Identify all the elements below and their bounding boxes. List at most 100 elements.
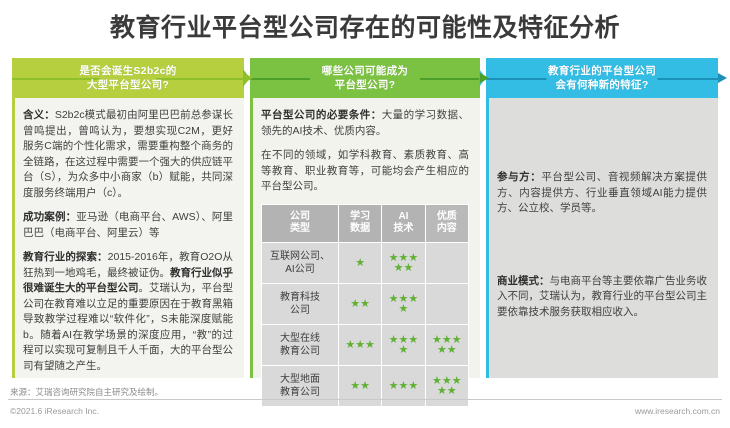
cell-ai-tech: ★★★ ★ [381, 323, 426, 366]
star-rating-ai-tech: ★★★ ★★ [388, 251, 419, 274]
table-col-company-type: 公司 类型 [261, 203, 339, 243]
table-col-ai-tech: AI 技术 [381, 203, 426, 243]
cell-quality-content [424, 241, 470, 284]
header-arrow-tip-1 [244, 73, 253, 83]
cell-learning-data: ★★ [337, 282, 383, 325]
education-exploration-text-2: 。艾瑞认为，平台型公司在教育难以立足的重要原因在于教育黑箱导致教学过程难以“软件… [23, 282, 233, 372]
th-ai-line2: 技术 [393, 223, 414, 234]
definition-paragraph: 含义：S2b2c模式最初由阿里巴巴前总参谋长曾鸣提出，曾鸣认为，要想实现C2M，… [23, 108, 233, 201]
company-capability-table: 公司 类型 学习 数据 AI 技术 [261, 203, 470, 407]
participants-paragraph: 参与方：平台型公司、音视频解决方案提供方、内容提供方、行业垂直领域AI能力提供方… [497, 170, 707, 217]
website-url: www.iresearch.com.cn [634, 406, 720, 416]
th-ai-line1: AI [398, 210, 409, 222]
table-row: 互联网公司、 AI公司 ★ ★★★ ★★ [261, 241, 470, 284]
table-row: 大型在线 教育公司 ★★★ ★★★ ★ ★★★ ★★ [261, 323, 470, 366]
th-learning-line1: 学习 [350, 210, 371, 222]
column-3-accent-bar [486, 98, 489, 378]
star-rating-ai-tech: ★★★ [388, 379, 419, 392]
column-2-header: 哪些公司可能成为 平台型公司? [243, 58, 489, 98]
table-head: 公司 类型 学习 数据 AI 技术 [261, 203, 470, 243]
th-learning-line2: 数据 [350, 223, 371, 234]
page-title: 教育行业平台型公司存在的可能性及特征分析 [109, 14, 620, 42]
column-2: 哪些公司可能成为 平台型公司? 平台型公司的必要条件：大量的学习数据、领先的AI… [243, 58, 489, 407]
table-body: 互联网公司、 AI公司 ★ ★★★ ★★ 教育科技 公司 ★★ ★★★ ★ 大型在线 教育公司 ★★★ ★… [261, 241, 470, 407]
th-quality-line1: 优质 [436, 210, 457, 222]
table-row: 教育科技 公司 ★★ ★★★ ★ [261, 282, 470, 325]
column-1-body: 含义：S2b2c模式最初由阿里巴巴前总参谋长曾鸣提出，曾鸣认为，要想实现C2M，… [12, 98, 244, 378]
th-company-line1: 公司 [289, 210, 310, 222]
requirements-text: 大量的学习数据、领先的AI技术、优质内容。 [261, 109, 470, 137]
table-col-quality-content: 优质 内容 [424, 203, 470, 243]
education-exploration-text: 2015-2016年，教育O2O从狂热到一地鸡毛，最终被证伪。 [23, 251, 234, 279]
business-model-paragraph: 商业模式：与电商平台等主要依靠广告业务收入不同，艾瑞认为，教育行业的平台型公司主… [497, 274, 707, 321]
table-header-row: 公司 类型 学习 数据 AI 技术 [261, 203, 470, 243]
cell-learning-data: ★★★ [337, 323, 383, 366]
column-1-header-line1: 是否会诞生S2b2c的 [79, 65, 177, 77]
column-1-accent-bar [12, 98, 15, 378]
definition-text: S2b2c模式最初由阿里巴巴前总参谋长曾鸣提出，曾鸣认为，要想实现C2M，更好服… [23, 109, 233, 199]
column-3-header-line1: 教育行业的平台型公司 [548, 65, 656, 77]
star-rating-learning-data: ★★ [350, 297, 370, 310]
column-2-header-text: 哪些公司可能成为 平台型公司? [322, 64, 408, 92]
th-company-line2: 类型 [289, 223, 310, 234]
domains-text: 在不同的领域，如学科教育、素质教育、高等教育、职业教育等，可能均会产生相应的平台… [261, 149, 469, 192]
column-2-body: 平台型公司的必要条件：大量的学习数据、领先的AI技术、优质内容。 在不同的领域，… [250, 98, 480, 407]
star-rating-quality-content: ★★★ ★★ [432, 374, 462, 397]
cell-ai-tech: ★★★ ★ [381, 282, 426, 325]
participants-label: 参与方： [497, 171, 542, 183]
column-1-header-line2: 大型平台型公司? [86, 79, 170, 91]
table-col-learning-data: 学习 数据 [337, 203, 383, 243]
cell-ai-tech: ★★★ ★★ [381, 241, 426, 284]
footer-divider [8, 399, 722, 400]
cell-quality-content [424, 282, 470, 325]
cell-company-type: 互联网公司、 AI公司 [261, 241, 339, 284]
cell-quality-content: ★★★ ★★ [424, 323, 470, 366]
column-3-header: 教育行业的平台型公司 会有何种新的特征? [479, 58, 727, 98]
education-exploration-label: 教育行业的探索： [23, 251, 108, 263]
column-1: 是否会诞生S2b2c的 大型平台型公司? 含义：S2b2c模式最初由阿里巴巴前总… [12, 58, 253, 378]
header-connector-line-2 [250, 78, 480, 80]
column-2-accent-bar [250, 98, 253, 378]
header-arrow-tip-2 [480, 73, 489, 83]
star-rating-learning-data: ★★★ [345, 338, 375, 351]
star-rating-quality-content: ★★★ ★★ [432, 333, 462, 356]
success-case-label: 成功案例： [23, 211, 77, 223]
column-3-top-spacer [497, 108, 707, 170]
star-rating-ai-tech: ★★★ ★ [388, 333, 419, 356]
star-rating-learning-data: ★ [355, 256, 366, 269]
requirements-label: 平台型公司的必要条件： [261, 109, 382, 121]
cell-learning-data: ★ [337, 241, 383, 284]
education-exploration-emphasis: 教育行业似乎很难诞生大的平台型公司 [23, 266, 233, 295]
column-1-header: 是否会诞生S2b2c的 大型平台型公司? [12, 58, 253, 98]
columns-container: 是否会诞生S2b2c的 大型平台型公司? 含义：S2b2c模式最初由阿里巴巴前总… [12, 58, 727, 407]
column-1-header-text: 是否会诞生S2b2c的 大型平台型公司? [79, 64, 176, 92]
copyright-note: ©2021.6 iResearch Inc. [10, 406, 99, 416]
domains-paragraph: 在不同的领域，如学科教育、素质教育、高等教育、职业教育等，可能均会产生相应的平台… [261, 148, 469, 195]
header-connector-line-1 [12, 78, 244, 80]
column-3: 教育行业的平台型公司 会有何种新的特征? 参与方：平台型公司、音视频解决方案提供… [479, 58, 727, 378]
participants-text: 平台型公司、音视频解决方案提供方、内容提供方、行业垂直领域AI能力提供方、公立校… [497, 171, 708, 214]
column-3-mid-spacer [497, 226, 707, 274]
header-arrow-tip-3 [718, 73, 727, 83]
definition-label: 含义： [23, 109, 55, 121]
business-model-text: 与电商平台等主要依靠广告业务收入不同，艾瑞认为，教育行业的平台型公司主要依靠技术… [497, 274, 707, 318]
column-3-header-text: 教育行业的平台型公司 会有何种新的特征? [548, 64, 656, 92]
source-note: 来源：艾瑞咨询研究院自主研究及绘制。 [10, 387, 164, 397]
column-3-body: 参与方：平台型公司、音视频解决方案提供方、内容提供方、行业垂直领域AI能力提供方… [486, 98, 718, 378]
th-quality-line2: 内容 [436, 223, 457, 234]
header-connector-line-3 [486, 78, 718, 80]
star-rating-learning-data: ★★ [350, 379, 370, 392]
requirements-paragraph: 平台型公司的必要条件：大量的学习数据、领先的AI技术、优质内容。 [261, 108, 469, 139]
cell-company-type: 教育科技 公司 [261, 282, 339, 325]
column-2-header-line2: 平台型公司? [334, 79, 396, 91]
column-3-header-line2: 会有何种新的特征? [555, 79, 649, 91]
star-rating-ai-tech: ★★★ ★ [388, 292, 419, 315]
cell-company-type: 大型在线 教育公司 [261, 323, 339, 366]
column-2-header-line1: 哪些公司可能成为 [321, 65, 409, 77]
page-title-bar: 教育行业平台型公司存在的可能性及特征分析 [0, 6, 730, 46]
success-case-text: 亚马逊（电商平台、AWS）、阿里巴巴（电商平台、阿里云）等 [23, 211, 234, 239]
success-case-paragraph: 成功案例：亚马逊（电商平台、AWS）、阿里巴巴（电商平台、阿里云）等 [23, 210, 233, 241]
education-exploration-paragraph: 教育行业的探索：2015-2016年，教育O2O从狂热到一地鸡毛，最终被证伪。教… [23, 250, 233, 374]
business-model-label: 商业模式： [497, 274, 550, 287]
